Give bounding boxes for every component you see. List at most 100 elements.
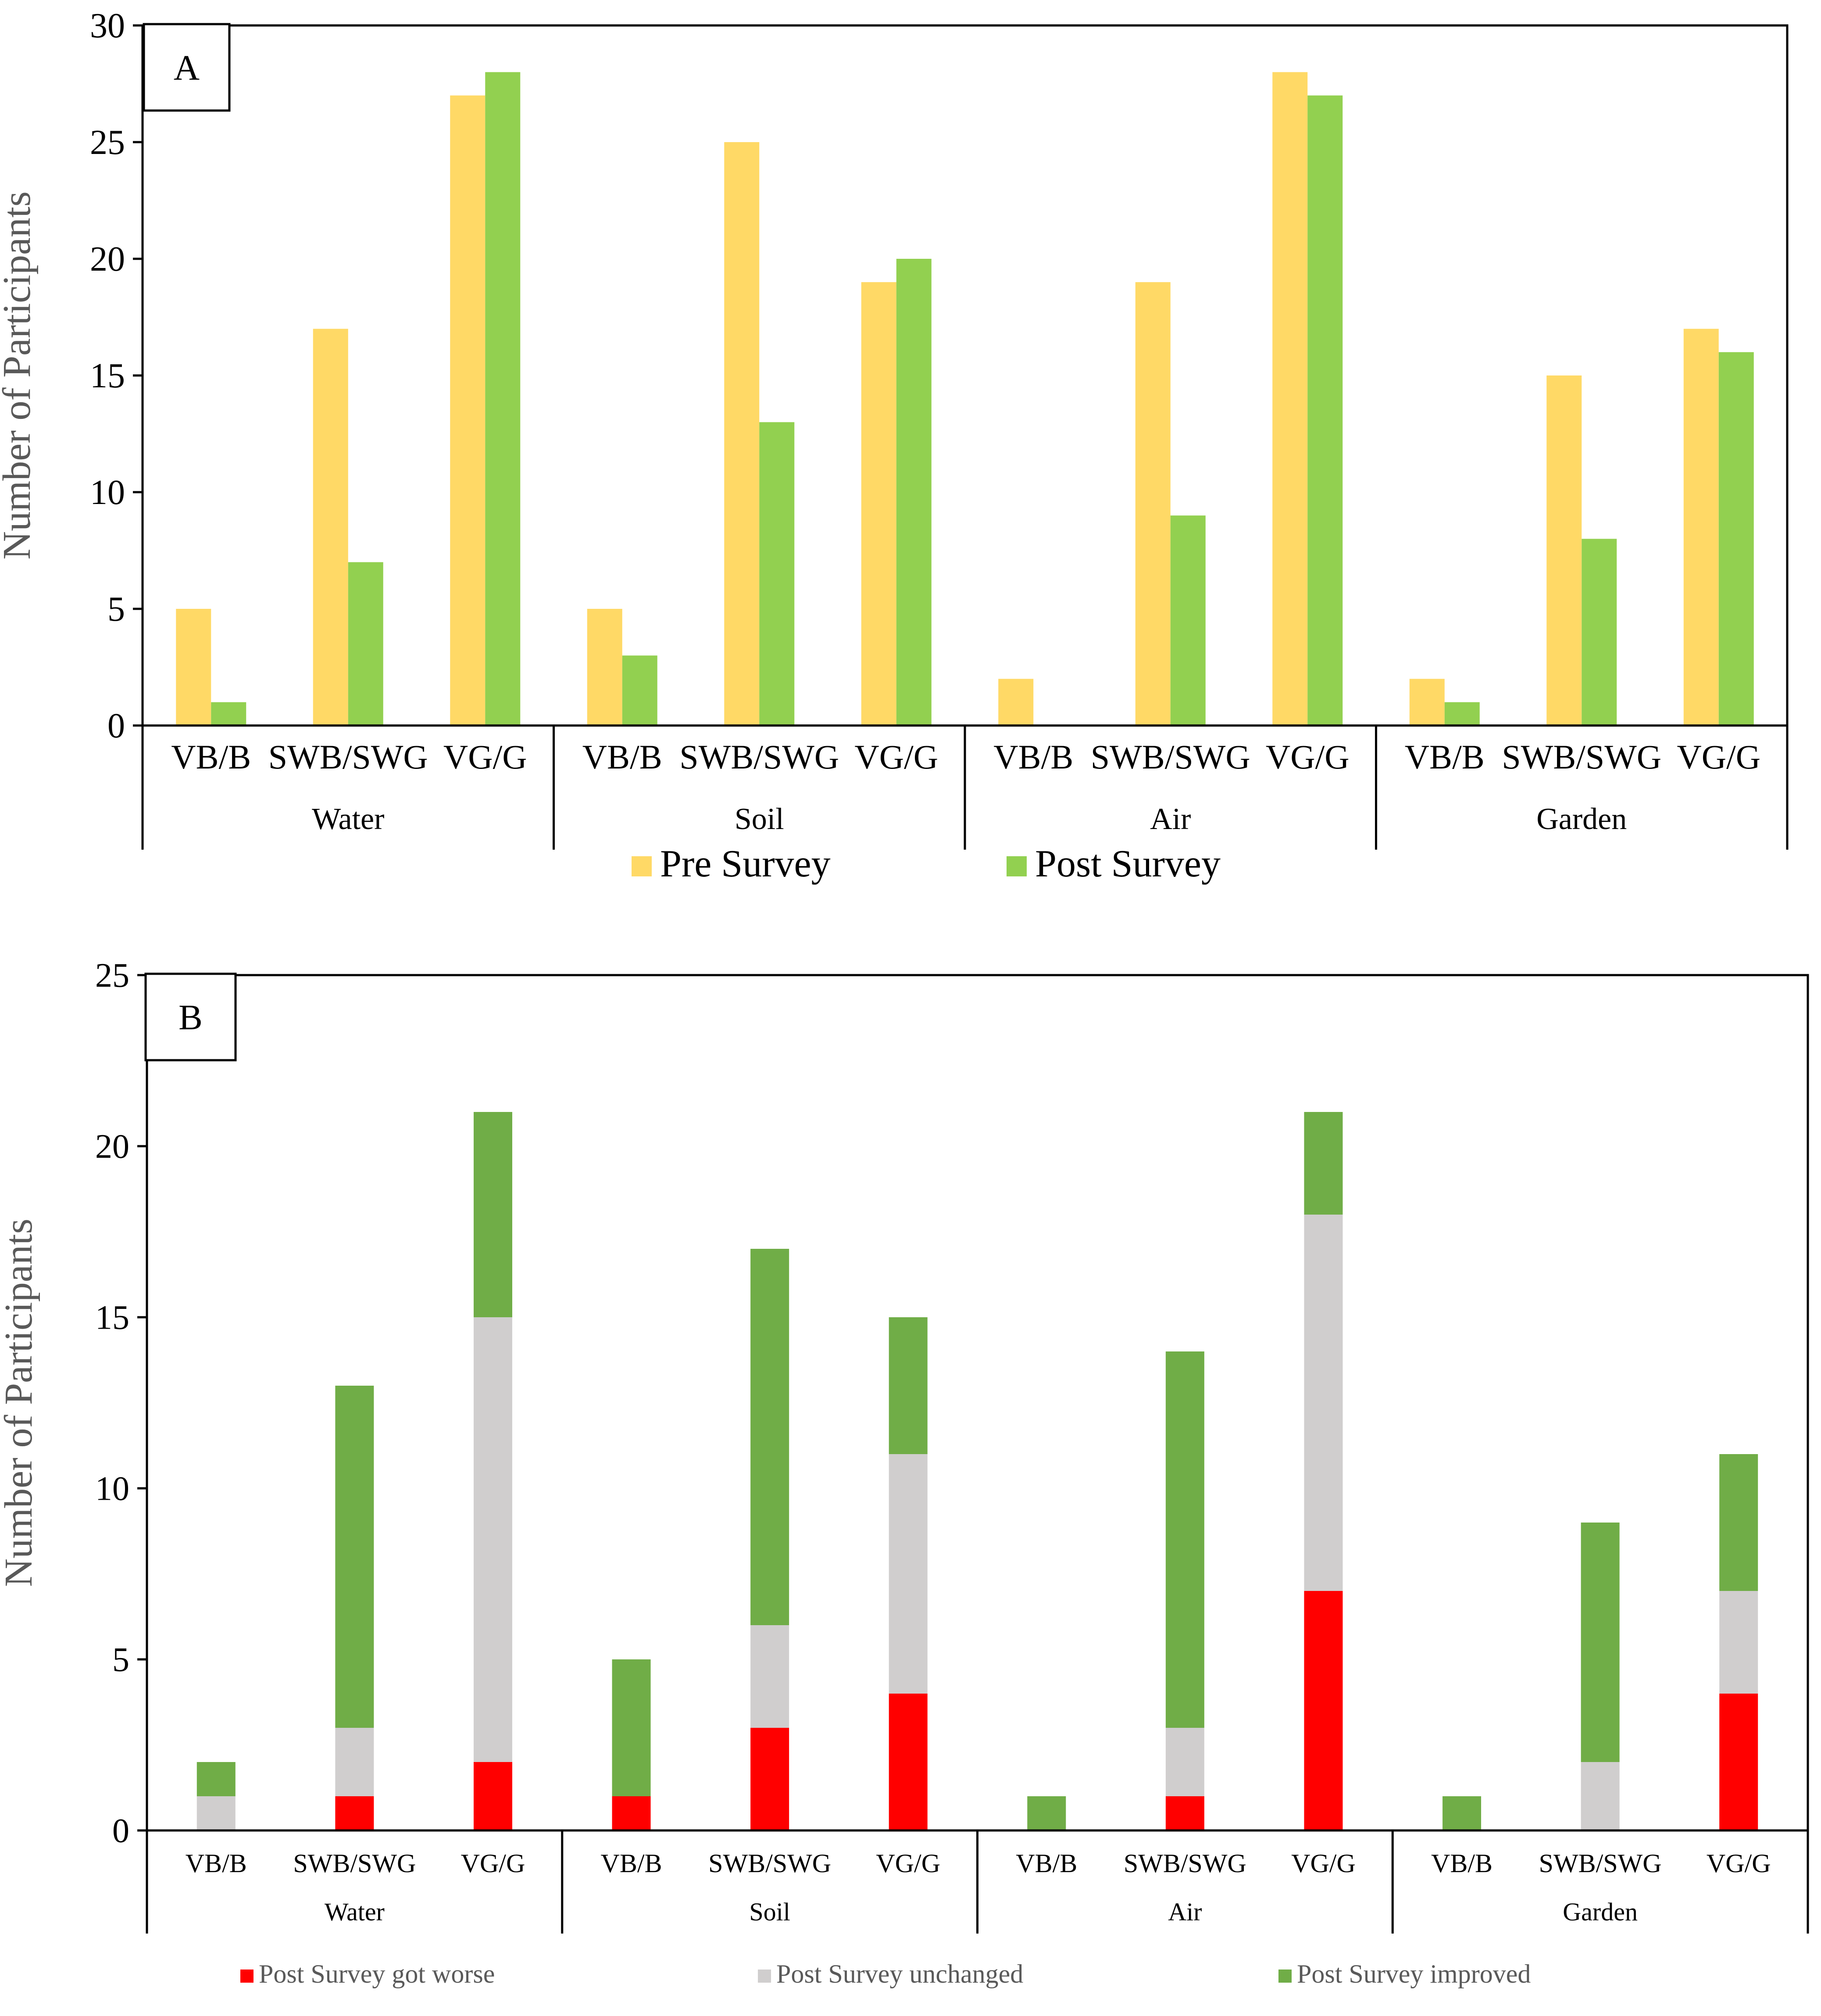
bar-post-garden-vg-g <box>1718 352 1754 726</box>
bar-unchanged-garden-vg-g <box>1719 1591 1758 1694</box>
bar-pre-soil-vb-b <box>587 609 622 726</box>
bar-pre-water-vg-g <box>450 95 486 726</box>
category-label: VB/B <box>171 738 251 776</box>
category-label: SWB/SWG <box>293 1849 416 1878</box>
bar-pre-water-swb-swg <box>313 329 348 726</box>
category-label: VB/B <box>1405 738 1485 776</box>
bar-unchanged-soil-vg-g <box>889 1454 928 1694</box>
y-tick-label: 25 <box>95 956 129 994</box>
bar-improved-water-vg-g <box>473 1112 512 1317</box>
y-tick-label: 0 <box>112 1812 129 1850</box>
bar-improved-garden-vg-g <box>1719 1454 1758 1591</box>
y-tick-label: 0 <box>107 707 125 745</box>
legend-swatch-post <box>1007 856 1027 876</box>
bar-post-water-vb-b <box>211 702 246 726</box>
category-label: SWB/SWG <box>708 1849 831 1878</box>
y-tick-label: 25 <box>90 123 125 162</box>
category-label: VG/G <box>461 1849 525 1878</box>
category-label: VG/G <box>1291 1849 1356 1878</box>
bar-worse-air-vg-g <box>1304 1591 1343 1830</box>
category-label: VB/B <box>186 1849 247 1878</box>
category-label: VG/G <box>443 738 527 776</box>
bar-pre-air-swb-swg <box>1135 282 1171 726</box>
category-label: SWB/SWG <box>1091 738 1250 776</box>
legend-swatch-improved <box>1278 1970 1292 1983</box>
bar-worse-garden-vg-g <box>1719 1694 1758 1830</box>
category-label: SWB/SWG <box>1502 738 1661 776</box>
chart-panel-a: 0 5 10 15 20 25 30 Number of Participants A VB/B S… <box>0 7 1789 885</box>
y-tick-label: 15 <box>95 1298 129 1337</box>
legend-label-unchanged: Post Survey unchanged <box>776 1959 1023 1988</box>
y-tick-label: 10 <box>95 1469 129 1508</box>
y-tick-label: 30 <box>90 7 125 45</box>
bar-unchanged-water-vb-b <box>196 1796 236 1830</box>
plot-frame <box>141 24 1789 727</box>
bar-worse-soil-vg-g <box>889 1694 928 1830</box>
bar-worse-soil-vb-b <box>612 1796 651 1830</box>
bar-improved-water-vb-b <box>196 1762 236 1796</box>
bar-post-soil-swb-swg <box>759 422 795 726</box>
y-tick-label: 20 <box>90 240 125 279</box>
bar-unchanged-air-swb-swg <box>1165 1728 1204 1796</box>
legend-swatch-unchanged <box>758 1970 771 1983</box>
bar-pre-garden-swb-swg <box>1546 375 1582 726</box>
group-label: Air <box>1150 802 1191 836</box>
legend-label-post: Post Survey <box>1035 843 1221 885</box>
bar-pre-soil-swb-swg <box>724 142 760 726</box>
category-label: VB/B <box>582 738 662 776</box>
bar-unchanged-garden-swb-swg <box>1581 1762 1620 1830</box>
category-label: SWB/SWG <box>1124 1849 1246 1878</box>
category-label: SWB/SWG <box>1539 1849 1662 1878</box>
bar-post-water-vg-g <box>485 72 521 726</box>
panel-label: B <box>179 997 203 1037</box>
category-label: VG/G <box>1707 1849 1771 1878</box>
chart-panel-b: 0 5 10 15 20 25 Number of Participants B VB/B SWB… <box>0 956 1809 1988</box>
legend-swatch-worse <box>240 1970 254 1983</box>
bar-pre-garden-vb-b <box>1409 679 1445 726</box>
bar-improved-soil-vg-g <box>889 1317 928 1454</box>
bar-pre-air-vb-b <box>998 679 1034 726</box>
y-tick-label: 5 <box>112 1641 129 1679</box>
bar-improved-air-vg-g <box>1304 1112 1343 1215</box>
panel-label-box <box>143 23 231 112</box>
y-tick-label: 10 <box>90 473 125 512</box>
bar-post-soil-vb-b <box>622 655 657 726</box>
group-label: Air <box>1168 1898 1202 1926</box>
legend-label-pre: Pre Survey <box>660 843 831 885</box>
bar-improved-air-swb-swg <box>1165 1351 1204 1728</box>
y-tick-label: 5 <box>107 590 125 629</box>
group-label: Garden <box>1563 1898 1638 1926</box>
category-label: VG/G <box>876 1849 940 1878</box>
category-label: SWB/SWG <box>268 738 428 776</box>
category-label: VB/B <box>1431 1849 1493 1878</box>
bar-improved-garden-swb-swg <box>1581 1523 1620 1762</box>
group-label: Water <box>325 1898 385 1926</box>
bar-pre-air-vg-g <box>1272 72 1308 726</box>
bar-improved-soil-vb-b <box>612 1659 651 1796</box>
bar-worse-air-swb-swg <box>1165 1796 1204 1830</box>
bar-unchanged-water-swb-swg <box>335 1728 374 1796</box>
bar-post-soil-vg-g <box>896 259 932 726</box>
group-label: Water <box>312 802 384 836</box>
bar-improved-garden-vb-b <box>1443 1796 1482 1830</box>
bar-improved-air-vb-b <box>1027 1796 1066 1830</box>
bar-post-water-swb-swg <box>348 562 383 726</box>
bar-post-air-vg-g <box>1307 95 1343 726</box>
legend-swatch-pre <box>632 856 652 876</box>
group-label: Soil <box>749 1898 790 1926</box>
bar-post-air-swb-swg <box>1170 515 1206 726</box>
category-label: VB/B <box>1016 1849 1077 1878</box>
group-label: Soil <box>735 802 784 836</box>
bar-unchanged-air-vg-g <box>1304 1215 1343 1591</box>
bar-improved-water-swb-swg <box>335 1386 374 1728</box>
panel-label-box <box>144 972 237 1062</box>
category-label: VB/B <box>993 738 1073 776</box>
plot-frame <box>146 974 1809 1832</box>
panel-label: A <box>174 47 200 87</box>
legend-label-worse: Post Survey got worse <box>259 1959 495 1988</box>
y-axis-title: Number of Participants <box>0 1219 40 1587</box>
category-label: VG/G <box>1266 738 1350 776</box>
bar-worse-water-swb-swg <box>335 1796 374 1830</box>
bar-pre-water-vb-b <box>176 609 211 726</box>
